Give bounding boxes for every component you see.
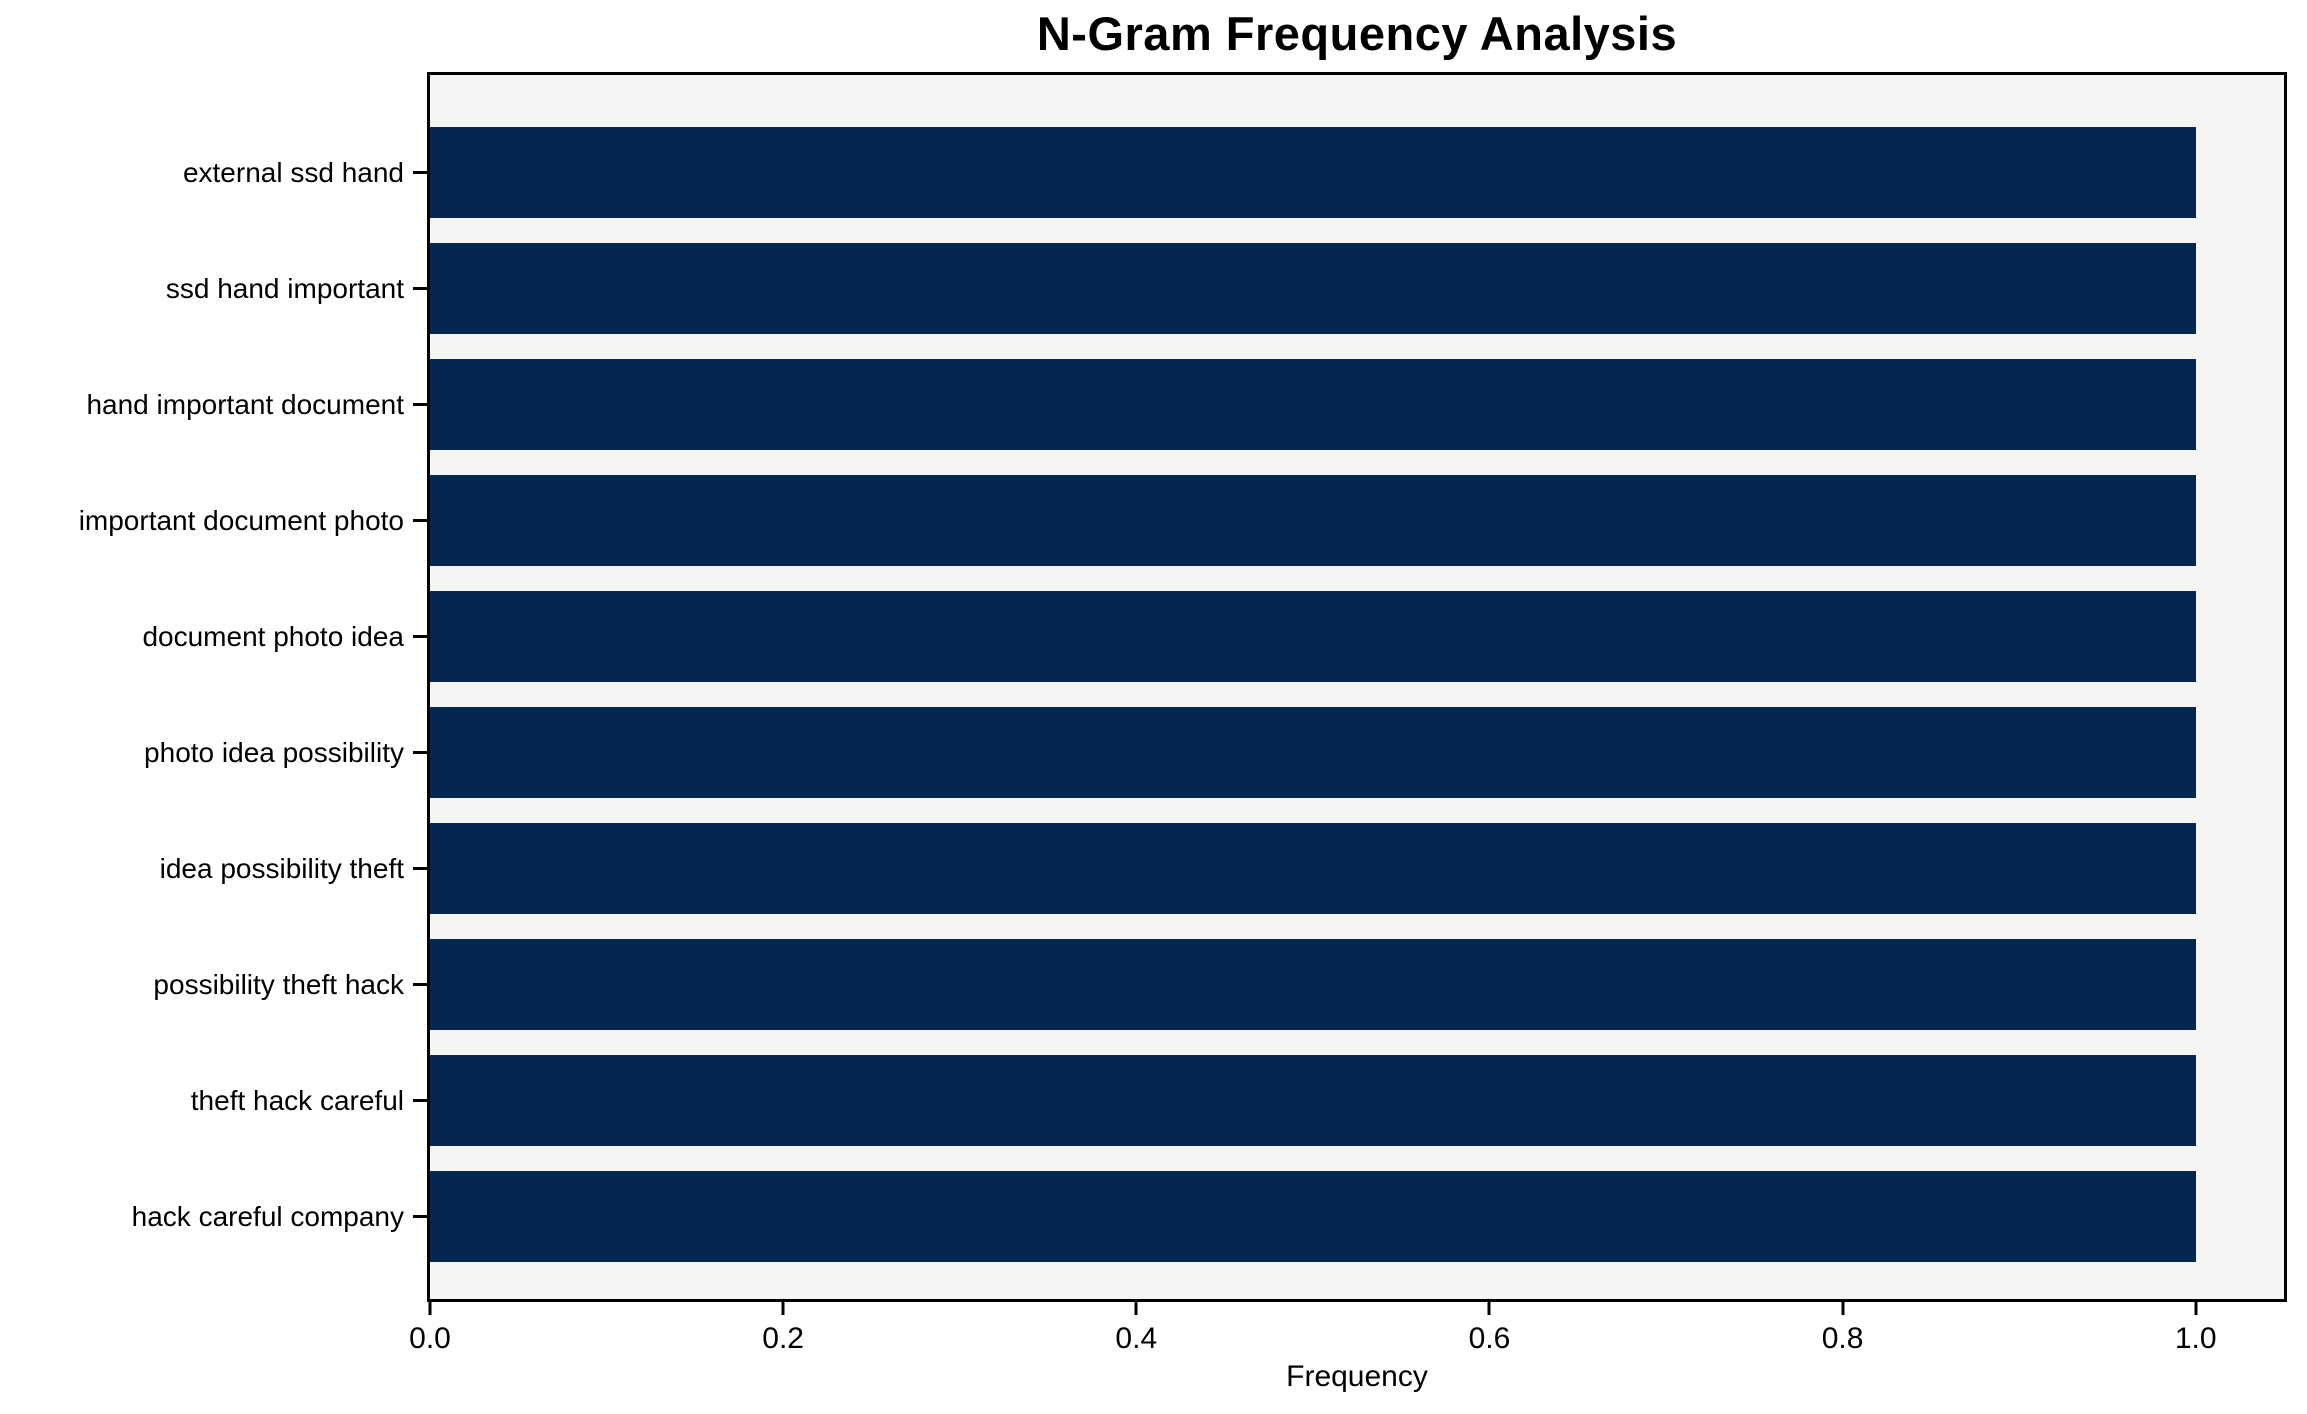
bar: [430, 243, 2196, 334]
y-tick-label: photo idea possibility: [144, 736, 404, 768]
y-tick-label: hand important document: [86, 388, 404, 420]
x-tick-mark: [2194, 1302, 2198, 1315]
y-tick-mark: [413, 171, 427, 174]
bar: [430, 475, 2196, 566]
x-tick-mark: [1841, 1302, 1845, 1315]
y-tick-label: ssd hand important: [165, 272, 404, 304]
x-tick-mark: [1487, 1302, 1491, 1315]
y-tick-mark: [413, 635, 427, 638]
y-tick-mark: [413, 403, 427, 406]
bar: [430, 823, 2196, 914]
bar: [430, 1055, 2196, 1146]
y-tick-label: important document photo: [78, 504, 404, 536]
bar: [430, 707, 2196, 798]
y-tick-label: possibility theft hack: [153, 968, 404, 1000]
y-tick-label: document photo idea: [142, 620, 404, 652]
y-tick-mark: [413, 1215, 427, 1218]
x-tick-label: 1.0: [2174, 1322, 2217, 1355]
x-tick-label: 0.4: [1115, 1322, 1158, 1355]
x-tick-mark: [428, 1302, 432, 1315]
y-tick-mark: [413, 867, 427, 870]
y-tick-label: hack careful company: [131, 1200, 404, 1232]
plot-area: external ssd hand ssd hand important hand …: [79, 72, 2287, 1355]
y-tick-label: external ssd hand: [182, 156, 404, 188]
bar: [430, 1171, 2196, 1262]
y-tick-label: theft hack careful: [190, 1084, 404, 1116]
y-tick-mark: [413, 519, 427, 522]
x-tick-mark: [781, 1302, 785, 1315]
bar: [430, 127, 2196, 218]
y-tick-mark: [413, 1099, 427, 1102]
x-axis-label: Frequency: [1286, 1360, 1428, 1393]
bar: [430, 939, 2196, 1030]
y-tick-mark: [413, 287, 427, 290]
y-tick-label: idea possibility theft: [159, 852, 404, 884]
bar: [430, 591, 2196, 682]
y-tick-mark: [413, 751, 427, 754]
x-tick-label: 0.0: [409, 1322, 451, 1355]
y-tick-mark: [413, 983, 427, 986]
bar: [430, 359, 2196, 450]
chart-title: N-Gram Frequency Analysis: [1036, 7, 1678, 60]
x-tick-label: 0.8: [1821, 1322, 1864, 1355]
x-tick-label: 0.6: [1468, 1322, 1511, 1355]
x-tick-mark: [1134, 1302, 1138, 1315]
x-tick-label: 0.2: [762, 1322, 804, 1355]
